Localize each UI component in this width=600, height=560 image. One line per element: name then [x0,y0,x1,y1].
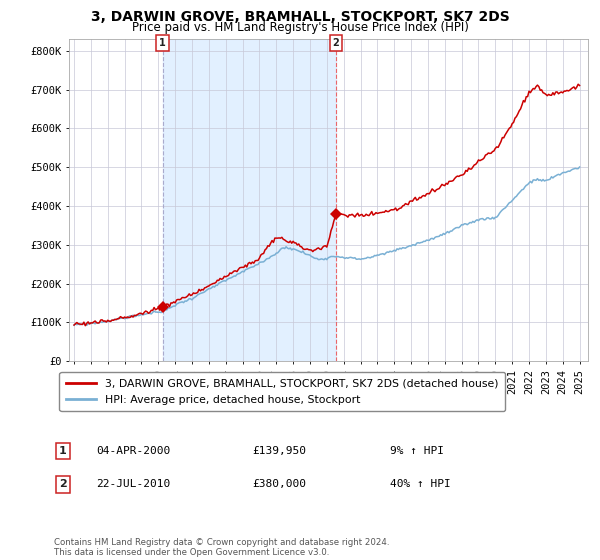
Text: Price paid vs. HM Land Registry's House Price Index (HPI): Price paid vs. HM Land Registry's House … [131,21,469,34]
Legend: 3, DARWIN GROVE, BRAMHALL, STOCKPORT, SK7 2DS (detached house), HPI: Average pri: 3, DARWIN GROVE, BRAMHALL, STOCKPORT, SK… [59,372,505,411]
Text: £380,000: £380,000 [252,479,306,489]
Text: 40% ↑ HPI: 40% ↑ HPI [390,479,451,489]
Text: 9% ↑ HPI: 9% ↑ HPI [390,446,444,456]
Bar [163,39,336,361]
Text: £139,950: £139,950 [252,446,306,456]
Text: 22-JUL-2010: 22-JUL-2010 [96,479,170,489]
Text: 2: 2 [333,38,340,48]
Text: 3, DARWIN GROVE, BRAMHALL, STOCKPORT, SK7 2DS: 3, DARWIN GROVE, BRAMHALL, STOCKPORT, SK… [91,10,509,24]
Text: 1: 1 [59,446,67,456]
Text: 04-APR-2000: 04-APR-2000 [96,446,170,456]
Text: Contains HM Land Registry data © Crown copyright and database right 2024.
This d: Contains HM Land Registry data © Crown c… [54,538,389,557]
Text: 1: 1 [159,38,166,48]
Text: 2: 2 [59,479,67,489]
